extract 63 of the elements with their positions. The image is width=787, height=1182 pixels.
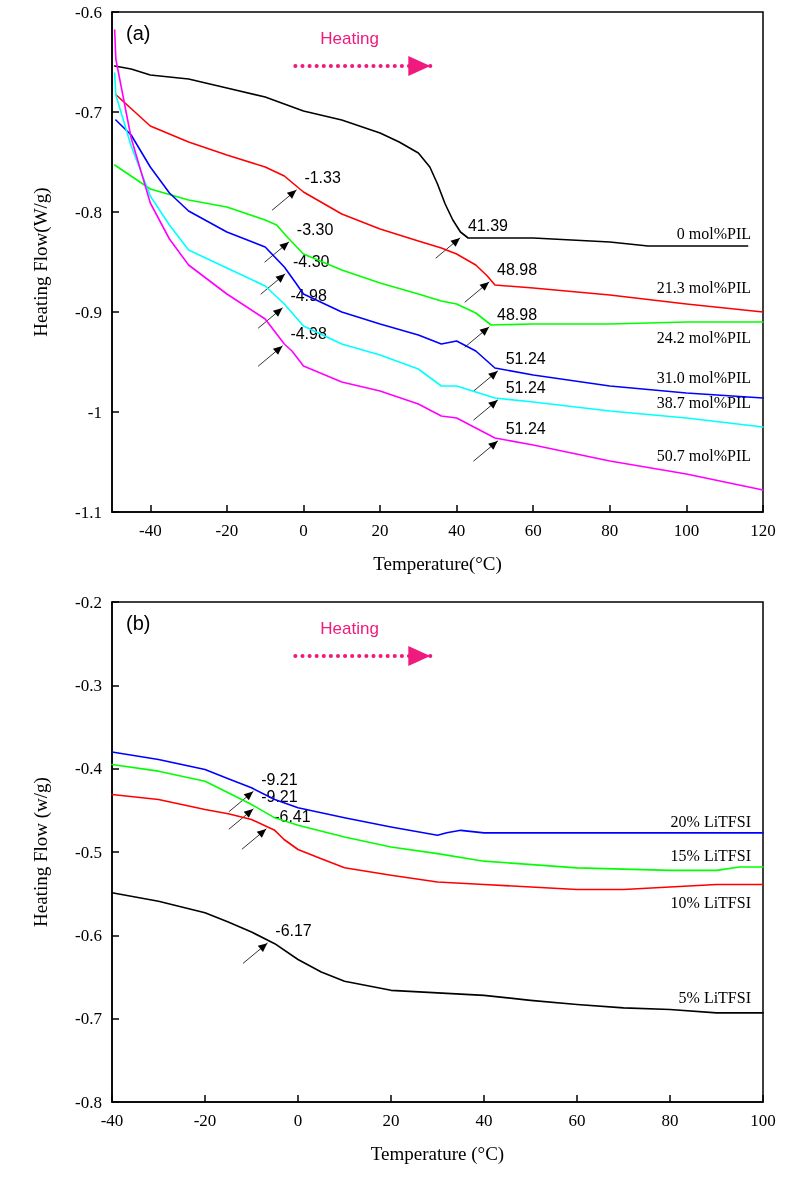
y-tick-label: -0.6: [75, 925, 102, 945]
x-axis-title: Temperature(°C): [373, 553, 502, 575]
x-tick-label: 0: [293, 1111, 303, 1130]
line-series: [111, 751, 764, 837]
annotation: (b): [126, 612, 151, 634]
y-tick-label: -0.8: [75, 202, 102, 222]
annotation: -1.33: [304, 169, 341, 186]
line-series: [113, 164, 764, 326]
annotation: 51.24: [505, 420, 546, 437]
x-tick-label: 60: [524, 521, 542, 540]
y-tick-label: -0.9: [75, 302, 102, 322]
x-tick-label: 100: [750, 1111, 776, 1130]
series-label: 31.0 mol%PIL: [656, 369, 751, 387]
y-tick-label: -1: [87, 402, 102, 422]
series-label: 50.7 mol%PIL: [656, 446, 751, 464]
annotation: 51.24: [505, 379, 546, 396]
series-label: 21.3 mol%PIL: [656, 278, 751, 296]
annotation: 51.24: [505, 350, 546, 367]
series-label: 24.2 mol%PIL: [656, 329, 751, 347]
series-label: 0 mol%PIL: [676, 225, 751, 243]
y-tick-label: -0.2: [75, 592, 102, 612]
annotation: 48.98: [497, 306, 538, 323]
annotation: -6.41: [274, 808, 311, 825]
y-axis-title: Heating Flow (w/g): [30, 777, 52, 927]
y-axis-title: Heating Flow(W/g): [30, 187, 52, 337]
series-label: 20% LiTFSI: [670, 812, 751, 830]
x-tick-label: 20: [371, 521, 389, 540]
y-tick-label: -0.7: [75, 1009, 103, 1029]
x-tick-label: 100: [673, 521, 700, 540]
series-label: 15% LiTFSI: [670, 847, 751, 864]
annotation: (a): [126, 22, 151, 44]
annotation: Heating: [320, 29, 379, 48]
x-tick-label: -40: [138, 521, 162, 540]
x-tick-label: 20: [382, 1111, 400, 1130]
annotation: -4.30: [293, 253, 330, 270]
y-tick-label: -0.8: [75, 1092, 102, 1112]
y-tick-label: -1.1: [75, 502, 102, 522]
y-tick-label: -0.7: [75, 102, 103, 122]
y-tick-label: -0.3: [75, 675, 102, 695]
x-tick-label: 40: [448, 521, 466, 540]
series-label: 5% LiTFSI: [678, 988, 751, 1006]
x-tick-label: 80: [661, 1111, 679, 1130]
x-tick-label: 80: [601, 521, 619, 540]
annotation: -9.21: [261, 770, 298, 788]
line-series: [111, 763, 764, 872]
series-label: 38.7 mol%PIL: [656, 394, 751, 412]
y-tick-label: -0.5: [75, 842, 102, 862]
y-tick-label: -0.6: [75, 2, 102, 22]
annotation: Heating: [320, 619, 379, 638]
x-axis-title: Temperature (°C): [370, 1143, 505, 1165]
x-tick-label: 40: [475, 1111, 493, 1130]
x-tick-label: -40: [100, 1111, 124, 1130]
annotation: -6.17: [275, 922, 312, 940]
series-label: 10% LiTFSI: [670, 894, 751, 912]
annotation: 41.39: [467, 217, 509, 234]
y-tick-label: -0.4: [75, 759, 103, 779]
annotation: 48.98: [497, 261, 538, 278]
annotation: -3.30: [296, 221, 334, 238]
x-tick-label: 120: [750, 521, 776, 540]
x-tick-label: -20: [215, 521, 239, 540]
x-tick-label: 60: [568, 1111, 586, 1130]
x-tick-label: -20: [193, 1111, 217, 1130]
x-tick-label: 0: [299, 521, 308, 540]
